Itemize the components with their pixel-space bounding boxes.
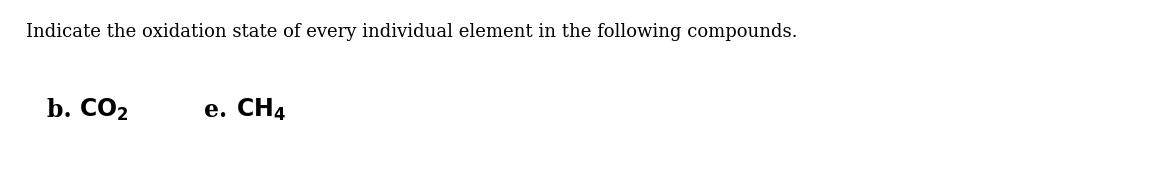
Text: b.: b. [47, 98, 79, 122]
Text: $\mathbf{CH_4}$: $\mathbf{CH_4}$ [236, 97, 286, 123]
Text: $\mathbf{CO_2}$: $\mathbf{CO_2}$ [79, 97, 130, 123]
Text: Indicate the oxidation state of every individual element in the following compou: Indicate the oxidation state of every in… [26, 23, 798, 41]
Text: e.: e. [204, 98, 236, 122]
